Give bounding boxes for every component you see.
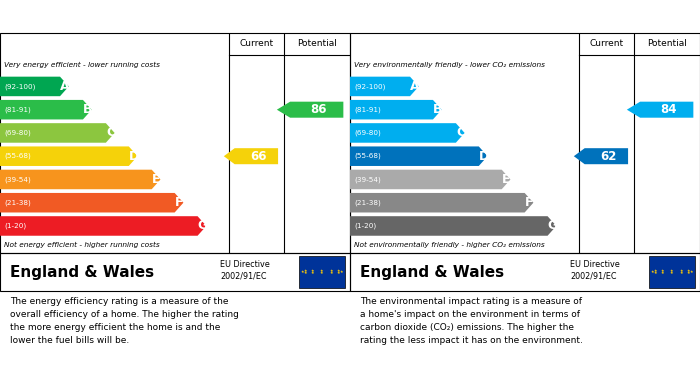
Text: ★: ★ xyxy=(651,270,654,274)
Bar xyxy=(300,256,344,288)
Text: ★: ★ xyxy=(661,269,664,273)
Text: The environmental impact rating is a measure of
a home's impact on the environme: The environmental impact rating is a mea… xyxy=(360,297,583,344)
Text: 84: 84 xyxy=(660,103,677,116)
Text: ★: ★ xyxy=(321,271,323,275)
Text: (92-100): (92-100) xyxy=(4,83,36,90)
Text: ★: ★ xyxy=(687,269,690,273)
Text: (21-38): (21-38) xyxy=(4,199,31,206)
Polygon shape xyxy=(0,216,206,236)
Text: (1-20): (1-20) xyxy=(354,223,377,229)
Text: ★: ★ xyxy=(330,269,333,273)
Text: E: E xyxy=(153,173,161,186)
Polygon shape xyxy=(350,147,487,166)
Polygon shape xyxy=(627,102,693,118)
Text: Not energy efficient - higher running costs: Not energy efficient - higher running co… xyxy=(4,242,160,248)
Text: (1-20): (1-20) xyxy=(4,223,27,229)
Bar xyxy=(650,256,694,288)
Text: D: D xyxy=(129,150,139,163)
Text: ★: ★ xyxy=(337,269,340,273)
Text: ★: ★ xyxy=(337,271,340,274)
Text: England & Wales: England & Wales xyxy=(360,264,505,280)
Text: Potential: Potential xyxy=(647,39,687,48)
Text: Very environmentally friendly - lower CO₂ emissions: Very environmentally friendly - lower CO… xyxy=(354,62,545,68)
Text: (81-91): (81-91) xyxy=(4,106,31,113)
Polygon shape xyxy=(574,148,628,164)
Text: ★: ★ xyxy=(690,270,693,274)
Text: ★: ★ xyxy=(311,269,314,273)
Polygon shape xyxy=(350,216,556,236)
Text: D: D xyxy=(479,150,489,163)
Text: (21-38): (21-38) xyxy=(354,199,381,206)
Text: (39-54): (39-54) xyxy=(4,176,31,183)
Text: Very energy efficient - lower running costs: Very energy efficient - lower running co… xyxy=(4,62,160,68)
Text: A: A xyxy=(60,80,70,93)
Text: (55-68): (55-68) xyxy=(354,153,381,160)
Text: ★: ★ xyxy=(671,269,673,273)
Text: ★: ★ xyxy=(311,271,314,275)
Text: ★: ★ xyxy=(330,271,333,275)
Text: ★: ★ xyxy=(654,269,657,273)
Text: C: C xyxy=(106,126,116,140)
Text: (55-68): (55-68) xyxy=(4,153,31,160)
Text: E: E xyxy=(503,173,511,186)
Text: G: G xyxy=(547,219,557,233)
Text: ★: ★ xyxy=(661,271,664,275)
Polygon shape xyxy=(350,77,419,96)
Text: ★: ★ xyxy=(687,271,690,274)
Polygon shape xyxy=(224,148,278,164)
Polygon shape xyxy=(350,123,465,143)
Text: Not environmentally friendly - higher CO₂ emissions: Not environmentally friendly - higher CO… xyxy=(354,242,545,248)
Polygon shape xyxy=(0,193,183,212)
Text: (92-100): (92-100) xyxy=(354,83,386,90)
Text: Energy Efficiency Rating: Energy Efficiency Rating xyxy=(10,10,182,23)
Text: 86: 86 xyxy=(310,103,327,116)
Text: ★: ★ xyxy=(321,269,323,273)
Text: ★: ★ xyxy=(304,269,307,273)
Text: ★: ★ xyxy=(304,271,307,274)
Text: ★: ★ xyxy=(340,270,343,274)
Text: Potential: Potential xyxy=(297,39,337,48)
Text: ★: ★ xyxy=(680,269,683,273)
Polygon shape xyxy=(0,123,115,143)
Text: F: F xyxy=(175,196,183,209)
Text: Current: Current xyxy=(589,39,624,48)
Text: The energy efficiency rating is a measure of the
overall efficiency of a home. T: The energy efficiency rating is a measur… xyxy=(10,297,239,344)
Text: ★: ★ xyxy=(671,271,673,275)
Text: 66: 66 xyxy=(250,150,267,163)
Text: B: B xyxy=(433,103,442,116)
Text: EU Directive
2002/91/EC: EU Directive 2002/91/EC xyxy=(220,260,270,280)
Text: ★: ★ xyxy=(680,271,683,275)
Text: (81-91): (81-91) xyxy=(354,106,381,113)
Text: A: A xyxy=(410,80,419,93)
Text: (39-54): (39-54) xyxy=(354,176,381,183)
Text: Environmental Impact (CO₂) Rating: Environmental Impact (CO₂) Rating xyxy=(360,10,606,23)
Text: England & Wales: England & Wales xyxy=(10,264,155,280)
Polygon shape xyxy=(0,77,69,96)
Text: F: F xyxy=(525,196,533,209)
Text: C: C xyxy=(456,126,466,140)
Polygon shape xyxy=(350,193,533,212)
Text: (69-80): (69-80) xyxy=(354,130,381,136)
Text: B: B xyxy=(83,103,92,116)
Text: ★: ★ xyxy=(654,271,657,274)
Text: 62: 62 xyxy=(600,150,616,163)
Text: G: G xyxy=(197,219,207,233)
Polygon shape xyxy=(0,147,137,166)
Polygon shape xyxy=(277,102,343,118)
Polygon shape xyxy=(0,170,160,189)
Polygon shape xyxy=(0,100,92,120)
Text: ★: ★ xyxy=(301,270,304,274)
Polygon shape xyxy=(350,100,442,120)
Text: (69-80): (69-80) xyxy=(4,130,31,136)
Text: EU Directive
2002/91/EC: EU Directive 2002/91/EC xyxy=(570,260,620,280)
Text: Current: Current xyxy=(239,39,274,48)
Polygon shape xyxy=(350,170,510,189)
